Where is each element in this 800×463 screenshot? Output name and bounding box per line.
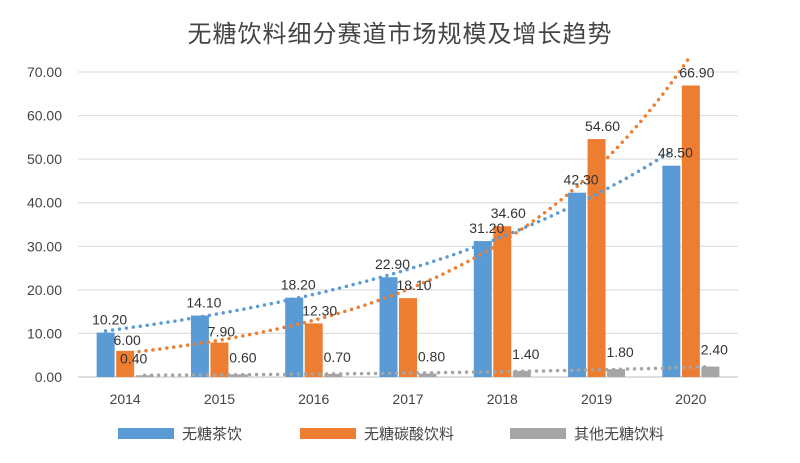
legend-item-other[interactable]: 其他无糖饮料 <box>510 423 664 444</box>
y-tick-label: 30.00 <box>27 238 62 254</box>
data-labels: 10.20 14.10 18.20 22.90 31.20 42.30 48.50 6.00 7… <box>92 65 728 367</box>
bar <box>607 369 626 377</box>
data-label: 0.80 <box>418 349 445 365</box>
bar <box>418 373 437 377</box>
bar <box>190 315 209 377</box>
trendline <box>123 53 693 355</box>
legend-swatch-other <box>510 428 566 439</box>
y-tick-label: 20.00 <box>27 282 62 298</box>
bar <box>229 374 248 377</box>
bar <box>512 370 531 377</box>
bar <box>379 277 398 377</box>
data-label: 7.90 <box>208 324 235 340</box>
bar <box>473 241 492 377</box>
data-label: 48.50 <box>658 145 693 161</box>
bar <box>587 139 606 377</box>
bar <box>701 366 720 377</box>
data-label: 42.30 <box>564 172 599 188</box>
bar-chart: 0.0010.0020.0030.0040.0050.0060.0070.00 … <box>27 53 738 407</box>
legend-item-tea[interactable]: 无糖茶饮 <box>118 423 242 444</box>
bar <box>210 342 229 377</box>
data-label: 0.40 <box>120 350 147 366</box>
y-tick-label: 40.00 <box>27 195 62 211</box>
bar <box>304 323 323 377</box>
bar <box>568 192 587 377</box>
data-label: 18.10 <box>396 277 431 293</box>
x-axis: 2014 2015 2016 2017 2018 2019 2020 <box>110 391 707 407</box>
legend-swatch-carbonated <box>300 428 356 439</box>
legend-label-tea: 无糖茶饮 <box>182 425 243 443</box>
data-label: 14.10 <box>186 295 221 311</box>
data-label: 12.30 <box>302 302 337 318</box>
x-tick-label: 2018 <box>487 391 518 407</box>
data-label: 31.20 <box>469 220 504 236</box>
y-tick-label: 50.00 <box>27 151 62 167</box>
data-label: 1.40 <box>512 346 539 362</box>
y-tick-label: 70.00 <box>27 64 62 80</box>
bar <box>399 298 417 377</box>
data-label: 18.20 <box>281 277 316 293</box>
legend-label-other: 其他无糖饮料 <box>574 425 665 443</box>
x-tick-label: 2020 <box>675 391 706 407</box>
y-tick-label: 60.00 <box>27 108 62 124</box>
trendline <box>103 149 674 333</box>
x-tick-label: 2015 <box>204 391 235 407</box>
data-label: 34.60 <box>491 205 526 221</box>
bar <box>285 297 304 377</box>
x-tick-label: 2016 <box>298 391 329 407</box>
data-label: 1.80 <box>606 344 633 360</box>
y-tick-label: 0.00 <box>35 369 62 385</box>
data-label: 6.00 <box>114 332 141 348</box>
x-tick-label: 2017 <box>392 391 423 407</box>
x-tick-label: 2014 <box>110 391 141 407</box>
data-label: 54.60 <box>585 118 620 134</box>
bar <box>662 165 681 377</box>
data-label: 0.60 <box>229 349 256 365</box>
data-label: 0.70 <box>324 349 351 365</box>
trendlines <box>103 53 713 378</box>
x-tick-label: 2019 <box>581 391 612 407</box>
data-label: 2.40 <box>701 342 728 358</box>
y-axis: 0.00 10.00 20.00 30.00 40.00 50.00 60.00 70.00 <box>27 64 62 385</box>
data-label: 22.90 <box>375 256 410 272</box>
data-label: 66.90 <box>679 65 714 81</box>
bar <box>116 350 135 377</box>
chart-title: 无糖饮料细分赛道市场规模及增长趋势 <box>187 20 613 48</box>
bar <box>681 85 700 377</box>
data-label: 10.20 <box>92 312 127 328</box>
bar <box>493 226 512 377</box>
y-tick-label: 10.00 <box>27 325 62 341</box>
bars <box>96 85 720 377</box>
legend-label-carbonated: 无糖碳酸饮料 <box>364 425 455 443</box>
legend-swatch-tea <box>118 428 174 439</box>
legend-item-carbonated[interactable]: 无糖碳酸饮料 <box>300 423 454 444</box>
legend: 无糖茶饮 无糖碳酸饮料 其他无糖饮料 <box>0 423 800 453</box>
bar <box>96 332 115 377</box>
